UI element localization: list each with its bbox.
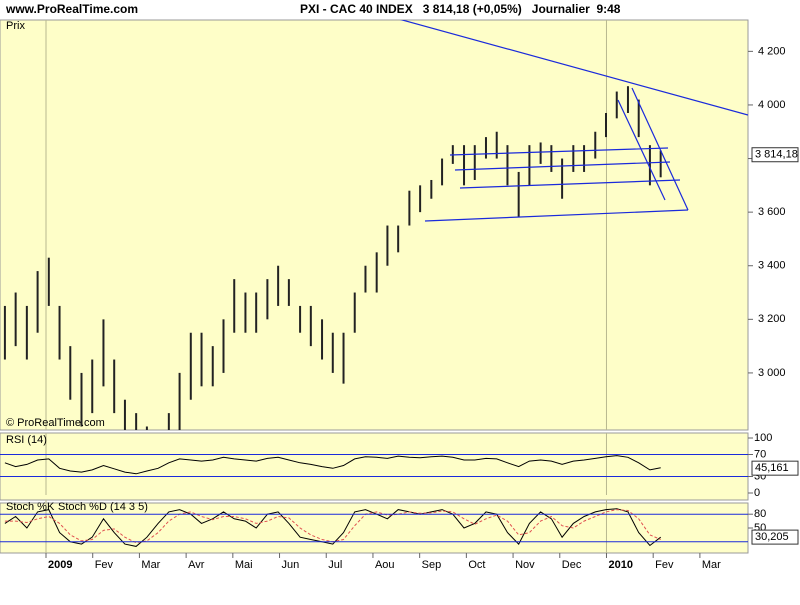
credit: © ProRealTime.com bbox=[6, 417, 105, 429]
trendline bbox=[617, 99, 666, 201]
y-tick-label: 0 bbox=[754, 487, 760, 499]
legend: Prix bbox=[6, 20, 25, 32]
x-tick-label: Jul bbox=[328, 559, 342, 571]
x-tick-label: Jun bbox=[282, 559, 300, 571]
y-tick-label: 4 200 bbox=[758, 45, 786, 57]
price-panel bbox=[0, 19, 749, 431]
x-tick-label: Oct bbox=[468, 559, 485, 571]
trendlines bbox=[400, 20, 748, 222]
y-tick-label: 80 bbox=[754, 508, 766, 520]
y-tick-label: 3 600 bbox=[758, 206, 786, 218]
trendline bbox=[459, 179, 681, 189]
rsi-panel bbox=[0, 432, 749, 501]
trendline bbox=[454, 161, 671, 171]
trendline bbox=[449, 147, 669, 156]
line-series bbox=[4, 455, 661, 475]
x-tick-label: Mar bbox=[702, 559, 721, 571]
x-tick-label: Fev bbox=[655, 559, 674, 571]
legend: Stoch %D (14 3 5) bbox=[58, 501, 148, 513]
x-tick-label: Aou bbox=[375, 559, 395, 571]
plot-area bbox=[3, 86, 662, 430]
legend: Stoch %K bbox=[6, 501, 55, 513]
last-value-label: 3 814,18 bbox=[755, 149, 798, 161]
site-name: www.ProRealTime.com bbox=[5, 2, 138, 16]
last-value-box bbox=[751, 147, 799, 163]
legend: RSI (14) bbox=[6, 434, 47, 446]
y-tick-label: 70 bbox=[754, 448, 766, 460]
x-tick-label: Avr bbox=[188, 559, 205, 571]
y-tick-label: 100 bbox=[754, 432, 772, 444]
last-value-box bbox=[751, 460, 799, 476]
x-tick-label: Sep bbox=[422, 559, 442, 571]
last-value-label: 30,205 bbox=[755, 531, 789, 543]
trendline bbox=[424, 209, 689, 222]
x-tick-label: Dec bbox=[562, 559, 582, 571]
line-series bbox=[4, 508, 662, 547]
x-tick-label: Mai bbox=[235, 559, 253, 571]
last-value-label: 45,161 bbox=[755, 462, 789, 474]
x-tick-label: Mar bbox=[141, 559, 160, 571]
plot-area bbox=[4, 455, 661, 475]
y-tick-label: 4 000 bbox=[758, 99, 786, 111]
x-tick-label: Nov bbox=[515, 559, 535, 571]
y-tick-label: 3 400 bbox=[758, 260, 786, 272]
stoch-panel bbox=[0, 502, 749, 554]
x-tick-label: 2010 bbox=[608, 559, 632, 571]
y-tick-label: 3 000 bbox=[758, 367, 786, 379]
trendline bbox=[631, 87, 689, 211]
last-value-box bbox=[751, 529, 799, 545]
x-tick-label: 2009 bbox=[48, 559, 72, 571]
chart-title: PXI - CAC 40 INDEX 3 814,18 (+0,05%) Jou… bbox=[300, 2, 621, 16]
y-tick-label: 3 200 bbox=[758, 313, 786, 325]
trendline bbox=[400, 20, 748, 116]
x-tick-label: Fev bbox=[95, 559, 114, 571]
